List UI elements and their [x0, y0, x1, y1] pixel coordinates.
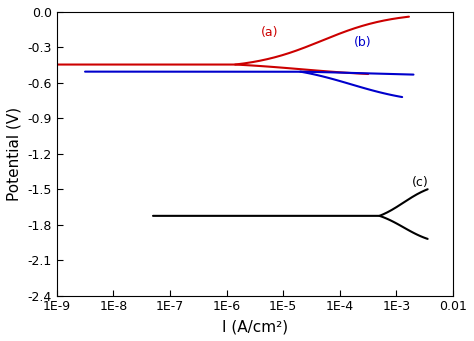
Y-axis label: Potential (V): Potential (V): [7, 107, 22, 201]
X-axis label: I (A/cm²): I (A/cm²): [222, 319, 288, 334]
Text: (b): (b): [355, 35, 372, 49]
Text: (c): (c): [412, 176, 429, 189]
Text: (a): (a): [261, 26, 278, 39]
